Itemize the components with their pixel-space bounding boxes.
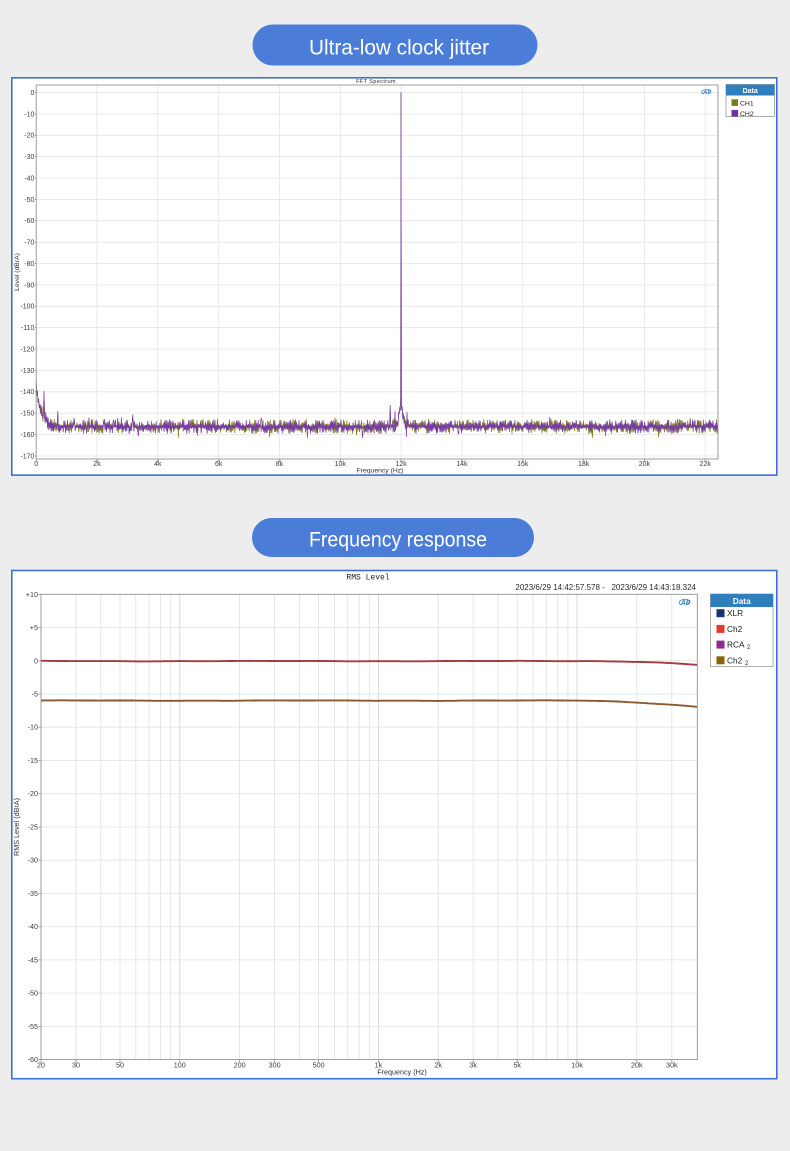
svg-text:2023/6/29 14:42:57.578 - 202: 2023/6/29 14:42:57.578 - 2023/6/29 14:43… (515, 583, 696, 592)
svg-text:+10: +10 (26, 590, 38, 599)
svg-text:Ch2: Ch2 (727, 655, 743, 665)
svg-text:-35: -35 (28, 889, 38, 898)
svg-text:Ch2: Ch2 (727, 624, 743, 634)
svg-text:-20: -20 (24, 133, 34, 140)
svg-text:-130: -130 (20, 368, 34, 375)
svg-text:8k: 8k (276, 461, 284, 468)
svg-text:0: 0 (30, 90, 34, 97)
svg-text:200: 200 (234, 1060, 246, 1069)
svg-text:1k: 1k (375, 1060, 383, 1069)
svg-text:2: 2 (745, 661, 749, 667)
svg-text:-40: -40 (24, 175, 34, 182)
svg-text:-20: -20 (28, 789, 38, 798)
svg-text:XLR: XLR (727, 608, 743, 618)
svg-text:-90: -90 (24, 282, 34, 289)
svg-text:-45: -45 (28, 955, 38, 964)
svg-text:AP: AP (680, 600, 691, 607)
svg-text:CH1: CH1 (740, 100, 754, 107)
svg-text:RCA: RCA (727, 640, 745, 650)
svg-text:-55: -55 (28, 1022, 38, 1031)
svg-text:-40: -40 (28, 922, 38, 931)
svg-text:Data: Data (743, 88, 758, 95)
svg-text:-140: -140 (20, 389, 34, 396)
svg-text:6k: 6k (215, 461, 223, 468)
svg-text:0: 0 (34, 461, 38, 468)
svg-text:Frequency (Hz): Frequency (Hz) (377, 1068, 427, 1077)
svg-text:22k: 22k (700, 461, 712, 468)
svg-text:2k: 2k (434, 1060, 442, 1069)
svg-text:2k: 2k (93, 461, 101, 468)
svg-text:500: 500 (313, 1060, 325, 1069)
svg-text:-5: -5 (32, 690, 38, 699)
svg-text:Frequency response: Frequency response (309, 528, 487, 552)
svg-text:100: 100 (174, 1060, 186, 1069)
svg-text:RMS Level (dBrA): RMS Level (dBrA) (12, 798, 21, 856)
svg-text:-160: -160 (20, 432, 34, 439)
svg-text:18k: 18k (578, 461, 590, 468)
svg-text:0: 0 (34, 656, 38, 665)
svg-text:-150: -150 (20, 411, 34, 418)
svg-text:Frequency (Hz): Frequency (Hz) (357, 467, 404, 474)
svg-text:-80: -80 (24, 261, 34, 268)
svg-text:-10: -10 (28, 723, 38, 732)
svg-text:-50: -50 (28, 989, 38, 998)
svg-text:-170: -170 (20, 453, 34, 460)
svg-text:-50: -50 (24, 197, 34, 204)
svg-text:-60: -60 (28, 1055, 38, 1064)
svg-text:5k: 5k (513, 1060, 521, 1069)
svg-text:20k: 20k (631, 1060, 643, 1069)
svg-text:16k: 16k (517, 461, 529, 468)
svg-text:-15: -15 (28, 756, 38, 765)
svg-text:-70: -70 (24, 240, 34, 247)
svg-text:+5: +5 (30, 623, 38, 632)
svg-text:FFT Spectrum: FFT Spectrum (356, 79, 396, 85)
svg-text:14k: 14k (456, 461, 468, 468)
svg-text:20: 20 (37, 1060, 45, 1069)
svg-text:-10: -10 (24, 111, 34, 118)
svg-text:4k: 4k (154, 461, 162, 468)
svg-text:CH2: CH2 (740, 111, 754, 118)
svg-text:3k: 3k (469, 1060, 477, 1069)
svg-text:-110: -110 (21, 325, 35, 332)
svg-text:-100: -100 (20, 304, 34, 311)
svg-text:-120: -120 (20, 347, 34, 354)
svg-text:50: 50 (116, 1060, 124, 1069)
svg-text:-25: -25 (28, 823, 38, 832)
svg-text:-30: -30 (24, 154, 34, 161)
svg-text:20k: 20k (639, 461, 651, 468)
svg-text:Data: Data (733, 596, 751, 606)
svg-text:300: 300 (269, 1060, 281, 1069)
svg-text:AP: AP (702, 90, 711, 96)
svg-text:30k: 30k (666, 1060, 678, 1069)
svg-text:Ultra-low clock jitter: Ultra-low clock jitter (309, 36, 489, 60)
svg-text:RMS Level: RMS Level (346, 574, 389, 583)
svg-text:2: 2 (747, 645, 751, 651)
svg-text:-60: -60 (24, 218, 34, 225)
svg-text:12k: 12k (395, 461, 407, 468)
svg-text:10k: 10k (335, 461, 347, 468)
svg-text:-30: -30 (28, 856, 38, 865)
svg-text:Level (dBrA): Level (dBrA) (14, 253, 21, 291)
svg-text:30: 30 (72, 1060, 80, 1069)
svg-text:10k: 10k (571, 1060, 583, 1069)
